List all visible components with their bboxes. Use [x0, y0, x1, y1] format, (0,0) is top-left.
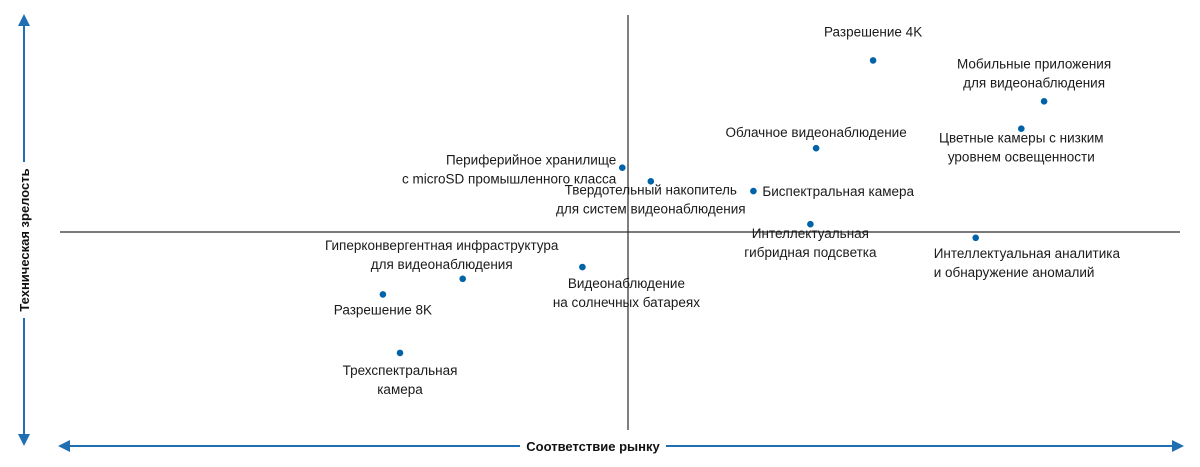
data-point-label: Гиперконвергентная инфраструктура для вид…	[325, 238, 559, 272]
data-point-label-line: Твердотельный накопитель	[565, 182, 737, 197]
data-point-label-line: Мобильные приложения	[957, 56, 1111, 71]
data-point-label: Облачное видеонаблюдение	[725, 125, 906, 140]
x-axis-title-background	[520, 437, 666, 457]
data-point	[812, 144, 820, 152]
data-point	[647, 178, 655, 185]
data-point-label-line: Периферийное хранилище	[446, 153, 616, 168]
y-axis-title-background	[14, 162, 36, 318]
data-point-label: Интеллектуальная аналитика и обнаружение …	[934, 246, 1121, 280]
data-point-label: Мобильные приложения для видеонаблюдения	[957, 56, 1111, 90]
data-point	[972, 234, 979, 242]
data-point-label: Разрешение 4K	[824, 24, 922, 39]
x-axis-title: Соответствие рынку	[526, 439, 660, 454]
data-point-label-line: Разрешение 8K	[334, 302, 432, 317]
data-point-label: Твердотельный накопитель для систем видео…	[556, 182, 746, 216]
data-point-label-line: камера	[377, 382, 423, 397]
data-point-label-line: и обнаружение аномалий	[934, 265, 1095, 280]
data-point-label: Биспектральная камера	[762, 184, 914, 199]
data-point-label-line: Облачное видеонаблюдение	[725, 125, 906, 140]
data-point-label: Периферийное хранилище с microSD промышле…	[402, 153, 617, 187]
data-point-label-line: Гиперконвергентная инфраструктура	[325, 238, 559, 253]
data-point	[459, 275, 467, 283]
data-point-label-line: Интеллектуальная	[752, 226, 869, 241]
data-point-label-line: на солнечных батареях	[553, 295, 700, 310]
data-point-label-line: гибридная подсветка	[744, 245, 877, 260]
data-point	[807, 220, 814, 228]
data-point-label-line: для систем видеонаблюдения	[556, 201, 746, 216]
data-point-label: Видеонаблюдение на солнечных батареях	[553, 276, 700, 310]
data-point-label: Интеллектуальная гибридная подсветка	[744, 226, 877, 260]
data-point-label-line: для видеонаблюдения	[371, 257, 513, 272]
data-point-label-line: Интеллектуальная аналитика	[934, 246, 1121, 261]
data-point	[1040, 98, 1048, 105]
data-point	[379, 291, 387, 298]
data-point-label-line: Видеонаблюдение	[568, 276, 685, 291]
data-point	[1018, 125, 1025, 132]
data-point-label-line: для видеонаблюдения	[963, 75, 1105, 90]
data-point	[750, 187, 757, 195]
data-point-label-line: Биспектральная камера	[762, 184, 914, 199]
data-point-label-line: Разрешение 4K	[824, 24, 922, 39]
data-point-label: Цветные камеры с низким уровнем освещенно…	[939, 131, 1104, 165]
data-point-label-line: Трехспектральная	[343, 363, 458, 378]
data-point	[869, 57, 877, 64]
data-point-label: Трехспектральная камера	[343, 363, 458, 397]
data-point-label-line: уровнем освещенности	[948, 150, 1095, 165]
data-point	[579, 263, 586, 271]
y-axis-title: Техническая зрелость	[17, 168, 32, 311]
data-point	[396, 349, 404, 357]
data-point-label-line: с microSD промышленного класса	[402, 172, 617, 187]
data-point-label-line: Цветные камеры с низким	[939, 131, 1104, 146]
data-point	[619, 164, 626, 171]
data-point-label: Разрешение 8K	[334, 302, 432, 317]
data-points: Разрешение 4K Мобильные приложения для вид…	[325, 24, 1121, 397]
